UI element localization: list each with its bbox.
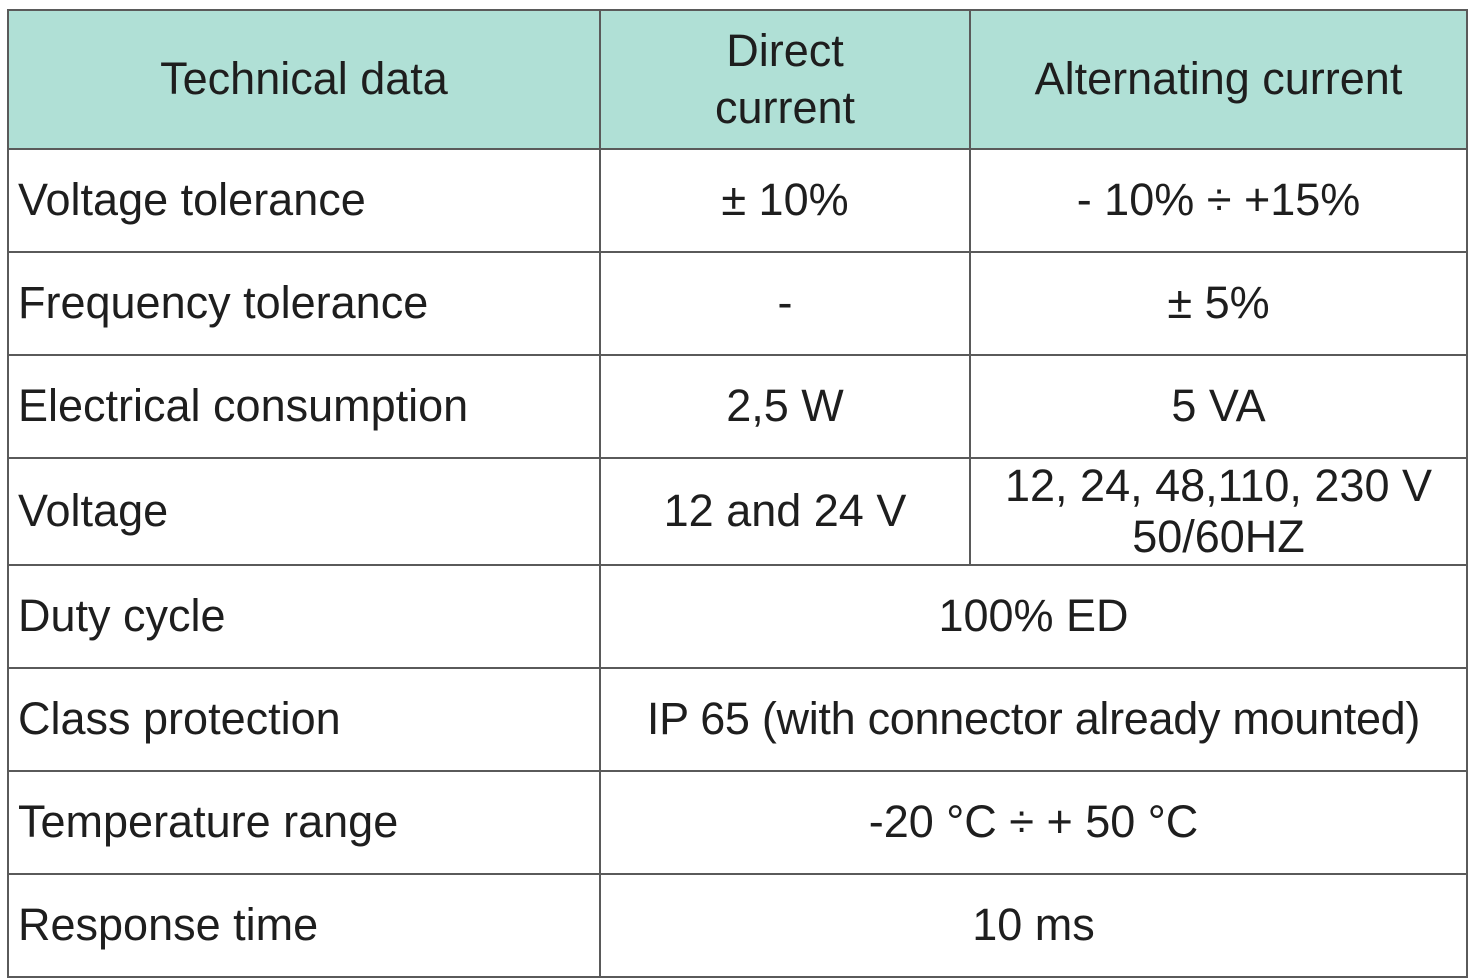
- technical-data-table: Technical data Direct current Alternatin…: [7, 9, 1468, 978]
- table-row: Voltage tolerance ± 10% - 10% ÷ +15%: [7, 148, 1468, 253]
- row-label-frequency-tolerance: Frequency tolerance: [7, 251, 601, 356]
- table-row: Response time 10 ms: [7, 873, 1468, 978]
- table-row: Class protection IP 65 (with connector a…: [7, 667, 1468, 772]
- table-header-row: Technical data Direct current Alternatin…: [7, 9, 1468, 150]
- response-time-value: 10 ms: [599, 873, 1468, 978]
- table-row: Frequency tolerance - ± 5%: [7, 251, 1468, 356]
- dc-voltage: 12 and 24 V: [599, 457, 971, 566]
- ac-electrical-consumption: 5 VA: [969, 354, 1468, 459]
- header-alternating-current: Alternating current: [969, 9, 1468, 150]
- row-label-duty-cycle: Duty cycle: [7, 564, 601, 669]
- ac-voltage: 12, 24, 48,110, 230 V 50/60HZ: [969, 457, 1468, 566]
- row-label-class-protection: Class protection: [7, 667, 601, 772]
- table-row: Temperature range -20 °C ÷ + 50 °C: [7, 770, 1468, 875]
- ac-frequency-tolerance: ± 5%: [969, 251, 1468, 356]
- row-label-temperature-range: Temperature range: [7, 770, 601, 875]
- table-row: Duty cycle 100% ED: [7, 564, 1468, 669]
- temperature-range-value: -20 °C ÷ + 50 °C: [599, 770, 1468, 875]
- row-label-voltage: Voltage: [7, 457, 601, 566]
- class-protection-value: IP 65 (with connector already mounted): [599, 667, 1468, 772]
- table-row: Voltage 12 and 24 V 12, 24, 48,110, 230 …: [7, 457, 1468, 566]
- duty-cycle-value: 100% ED: [599, 564, 1468, 669]
- dc-voltage-tolerance: ± 10%: [599, 148, 971, 253]
- ac-voltage-tolerance: - 10% ÷ +15%: [969, 148, 1468, 253]
- dc-frequency-tolerance: -: [599, 251, 971, 356]
- row-label-response-time: Response time: [7, 873, 601, 978]
- row-label-electrical-consumption: Electrical consumption: [7, 354, 601, 459]
- row-label-voltage-tolerance: Voltage tolerance: [7, 148, 601, 253]
- header-technical-data: Technical data: [7, 9, 601, 150]
- dc-electrical-consumption: 2,5 W: [599, 354, 971, 459]
- header-direct-current: Direct current: [599, 9, 971, 150]
- table-row: Electrical consumption 2,5 W 5 VA: [7, 354, 1468, 459]
